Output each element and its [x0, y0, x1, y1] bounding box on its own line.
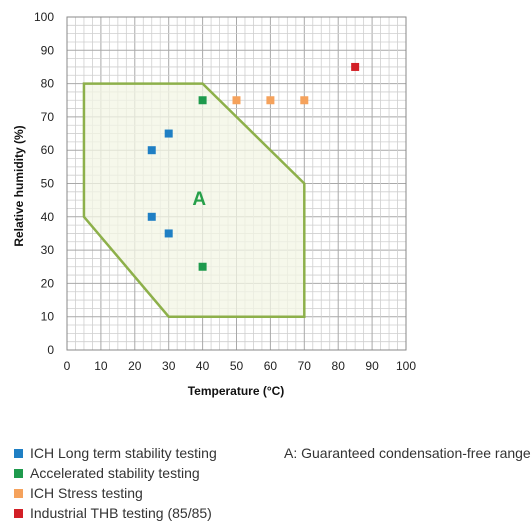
- legend-swatch: [14, 488, 23, 498]
- region-polygon: [82, 82, 306, 318]
- legend-item: Accelerated stability testing: [14, 463, 217, 483]
- data-point-series-1: [198, 96, 207, 105]
- legend-swatch: [14, 468, 23, 478]
- y-tick-label: 40: [41, 210, 55, 224]
- legend-item: Industrial THB testing (85/85): [14, 503, 217, 523]
- data-point-series-0: [164, 129, 173, 138]
- x-tick-label: 90: [365, 359, 379, 373]
- y-tick-label: 70: [41, 110, 55, 124]
- tick-labels: 0 10 20 30 40 50 60 70 80 90 100 0 10 20 30 40 50 60 70 80 9…: [34, 10, 416, 373]
- x-tick-label: 70: [298, 359, 312, 373]
- y-tick-label: 10: [41, 310, 55, 324]
- y-tick-label: 30: [41, 243, 55, 257]
- data-point-series-0: [164, 229, 173, 238]
- y-tick-label: 60: [41, 143, 55, 157]
- x-tick-label: 0: [64, 359, 71, 373]
- x-tick-label: 50: [230, 359, 244, 373]
- legend: ICH Long term stability testing Accelerat…: [14, 443, 217, 523]
- data-point-series-1: [198, 262, 207, 271]
- y-tick-label: 90: [41, 43, 55, 57]
- data-point-series-3: [351, 62, 360, 71]
- x-tick-label: 40: [196, 359, 210, 373]
- legend-swatch: [14, 448, 23, 458]
- scatter-chart: A 0 10 20 30 40 50 60 70 80 90 100 0 10 20 30 40 50 60 70 8…: [12, 10, 416, 398]
- x-tick-label: 60: [264, 359, 278, 373]
- data-point-series-0: [147, 212, 156, 221]
- x-tick-label: 100: [396, 359, 416, 373]
- data-point-series-2: [266, 96, 275, 105]
- region-note: A: Guaranteed condensation-free range: [284, 445, 531, 461]
- y-tick-label: 80: [41, 77, 55, 91]
- data-points: [147, 62, 360, 271]
- legend-label: ICH Long term stability testing: [30, 445, 217, 461]
- y-tick-label: 50: [41, 177, 55, 191]
- data-point-series-2: [232, 96, 241, 105]
- legend-item: ICH Stress testing: [14, 483, 217, 503]
- x-tick-label: 80: [332, 359, 346, 373]
- legend-label: Industrial THB testing (85/85): [30, 505, 212, 521]
- x-axis-title: Temperature (°C): [188, 384, 285, 398]
- x-tick-label: 20: [128, 359, 142, 373]
- plot-border: [66, 16, 407, 351]
- data-point-series-0: [147, 146, 156, 155]
- x-tick-label: 10: [94, 359, 108, 373]
- x-tick-label: 30: [162, 359, 176, 373]
- y-axis-title: Relative humidity (%): [12, 125, 26, 246]
- region-label: A: [192, 189, 206, 210]
- y-tick-label: 0: [47, 343, 54, 357]
- y-tick-label: 100: [34, 10, 54, 24]
- condensation-free-region: A: [82, 82, 306, 318]
- legend-swatch: [14, 508, 23, 518]
- legend-label: ICH Stress testing: [30, 485, 143, 501]
- legend-item: ICH Long term stability testing: [14, 443, 217, 463]
- legend-label: Accelerated stability testing: [30, 465, 200, 481]
- data-point-series-2: [300, 96, 309, 105]
- y-tick-label: 20: [41, 276, 55, 290]
